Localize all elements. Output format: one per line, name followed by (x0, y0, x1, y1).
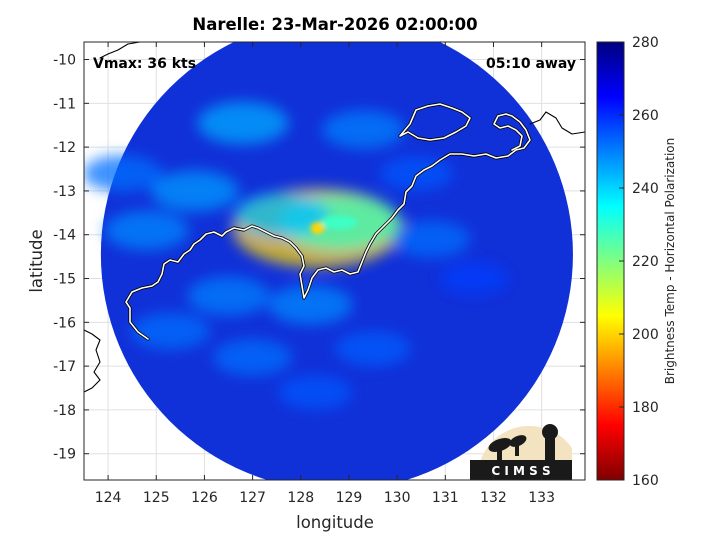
y-axis-label: latitude (27, 229, 46, 292)
convection-feature (379, 156, 454, 191)
coastline-line (125, 113, 531, 340)
y-tick-label: -17 (53, 359, 76, 375)
y-tick-label: -18 (53, 403, 76, 419)
time-away-annotation: 05:10 away (486, 56, 576, 72)
x-tick-label: 128 (287, 490, 314, 506)
colorbar-tick-label: 160 (632, 473, 659, 489)
colorbar-tick-label: 260 (632, 108, 659, 124)
x-tick-label: 131 (432, 490, 459, 506)
plot-frame (83, 41, 586, 481)
convection-feature (268, 285, 353, 325)
convection-feature (197, 101, 289, 145)
swath (84, 42, 573, 480)
x-tick-label: 126 (191, 490, 218, 506)
x-tick-label: 129 (336, 490, 363, 506)
convection-core (310, 222, 325, 235)
vmax-annotation: Vmax: 36 kts (93, 56, 196, 72)
convection-feature (213, 338, 293, 376)
convection-feature (84, 154, 163, 192)
y-tick-label: -15 (53, 272, 76, 288)
colorbar-tick-label: 280 (632, 35, 659, 51)
convection-feature (131, 312, 211, 350)
x-tick-label: 130 (384, 490, 411, 506)
coastline-outside-northeast (529, 111, 585, 135)
x-tick-label: 124 (95, 490, 122, 506)
coastline-outside-west (84, 329, 101, 393)
logo-dish-base-2 (515, 444, 519, 456)
logo-tower-top (542, 424, 558, 440)
y-tick-label: -13 (53, 184, 76, 200)
convection-features (84, 101, 509, 410)
coastline-outside-northwest (99, 42, 141, 59)
x-tick-label: 133 (528, 490, 555, 506)
convection-feature (439, 262, 509, 295)
colorbar-tick-label: 220 (632, 254, 659, 270)
logo-band (470, 460, 572, 480)
x-axis-label: longitude (296, 513, 374, 532)
logo-tower (545, 438, 555, 462)
x-axis-ticks: 124 125 126 127 128 129 130 131 132 133 (95, 42, 555, 506)
convection-feature (234, 192, 329, 238)
colorbar-tick-label: 200 (632, 327, 659, 343)
y-tick-label: -14 (53, 228, 76, 244)
x-tick-label: 125 (143, 490, 170, 506)
convection-feature (391, 220, 471, 258)
y-axis-ticks: -10 -11 -12 -13 -14 -15 -16 -17 -18 -19 (53, 53, 585, 463)
convection-feature (104, 210, 189, 250)
cimss-logo: C I M S S (470, 424, 572, 480)
y-tick-label: -11 (53, 96, 76, 112)
x-tick-label: 132 (480, 490, 507, 506)
convection-feature (187, 276, 270, 316)
chart-title: Narelle: 23-Mar-2026 02:00:00 (192, 15, 477, 34)
colorbar-tick-label: 180 (632, 400, 659, 416)
logo-text: C I M S S (491, 464, 550, 478)
colorbar-tick-label: 240 (632, 181, 659, 197)
y-tick-label: -19 (53, 447, 76, 463)
convection-feature (322, 110, 405, 149)
logo-dish-base-1 (497, 448, 502, 460)
coastline (84, 42, 585, 393)
convection-feature (278, 375, 353, 410)
coastline-island (399, 103, 471, 141)
colorbar-label: Brightness Temp - Horizontal Polarizatio… (663, 138, 677, 385)
y-tick-label: -16 (53, 315, 76, 331)
convection-core (321, 215, 358, 230)
y-tick-label: -12 (53, 140, 76, 156)
x-tick-label: 127 (239, 490, 266, 506)
colorbar-ticks: 280 260 240 220 200 180 160 (619, 35, 659, 489)
convection-feature (150, 170, 239, 212)
logo-dish-1 (488, 438, 512, 452)
y-tick-label: -10 (53, 53, 76, 69)
convection-cores (310, 215, 358, 235)
logo-dish-2 (509, 435, 527, 447)
convection-feature (335, 330, 411, 367)
